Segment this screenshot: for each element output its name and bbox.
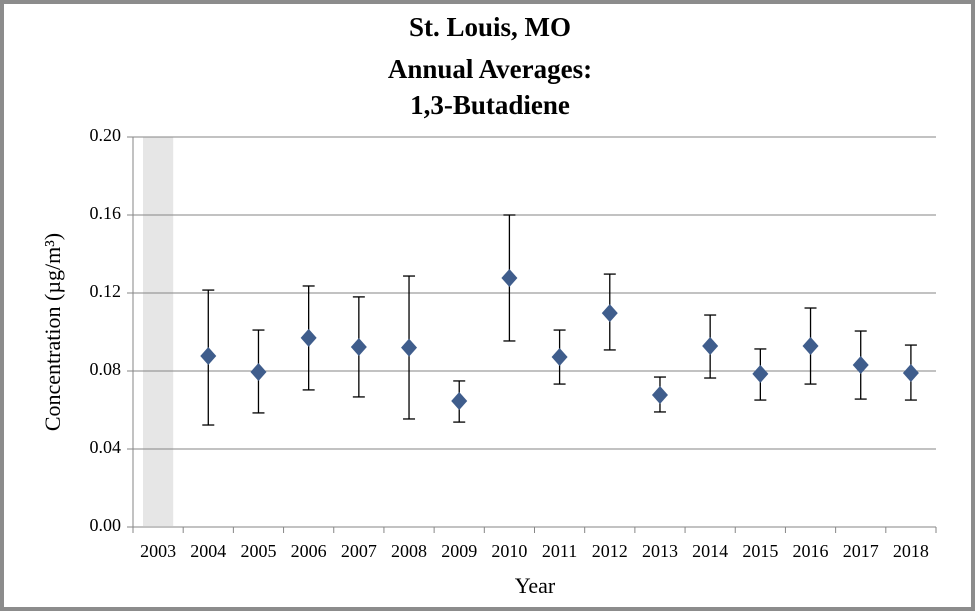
- marker: [551, 347, 568, 366]
- marker: [752, 364, 769, 383]
- marker: [401, 338, 418, 357]
- y-tick-label: 0.00: [90, 515, 122, 535]
- y-tick-label: 0.08: [90, 359, 122, 379]
- marker: [501, 268, 518, 287]
- marker: [300, 328, 317, 347]
- x-tick-label: 2004: [190, 541, 226, 561]
- no-data-band: [143, 137, 174, 526]
- marker: [250, 362, 267, 381]
- x-tick-label: 2003: [140, 541, 176, 561]
- x-tick-label: 2008: [391, 541, 427, 561]
- chart-title: 1,3-Butadiene: [410, 90, 570, 120]
- x-tick-label: 2015: [742, 541, 778, 561]
- x-tick-label: 2016: [793, 541, 829, 561]
- x-tick-label: 2012: [592, 541, 628, 561]
- x-tick-label: 2018: [893, 541, 929, 561]
- marker: [852, 355, 869, 374]
- x-tick-label: 2006: [291, 541, 327, 561]
- x-tick-label: 2009: [441, 541, 477, 561]
- x-tick-label: 2017: [843, 541, 879, 561]
- marker: [451, 392, 468, 411]
- x-tick-label: 2011: [542, 541, 577, 561]
- marker: [601, 304, 618, 323]
- y-tick-label: 0.20: [90, 125, 122, 145]
- marker: [200, 346, 217, 365]
- chart-title: Annual Averages:: [388, 54, 592, 84]
- x-tick-label: 2005: [240, 541, 276, 561]
- x-axis-title: Year: [515, 573, 556, 598]
- x-tick-label: 2014: [692, 541, 728, 561]
- marker: [350, 338, 367, 357]
- marker: [702, 337, 719, 356]
- marker: [651, 385, 668, 404]
- marker: [802, 337, 819, 356]
- x-tick-label: 2013: [642, 541, 678, 561]
- y-tick-label: 0.16: [90, 203, 122, 223]
- x-tick-label: 2007: [341, 541, 377, 561]
- marker: [902, 363, 919, 382]
- y-axis-title: Concentration (µg/m³): [40, 233, 65, 431]
- y-tick-label: 0.12: [90, 281, 122, 301]
- x-tick-label: 2010: [491, 541, 527, 561]
- y-tick-label: 0.04: [90, 437, 122, 457]
- chart-title: St. Louis, MO: [409, 12, 571, 42]
